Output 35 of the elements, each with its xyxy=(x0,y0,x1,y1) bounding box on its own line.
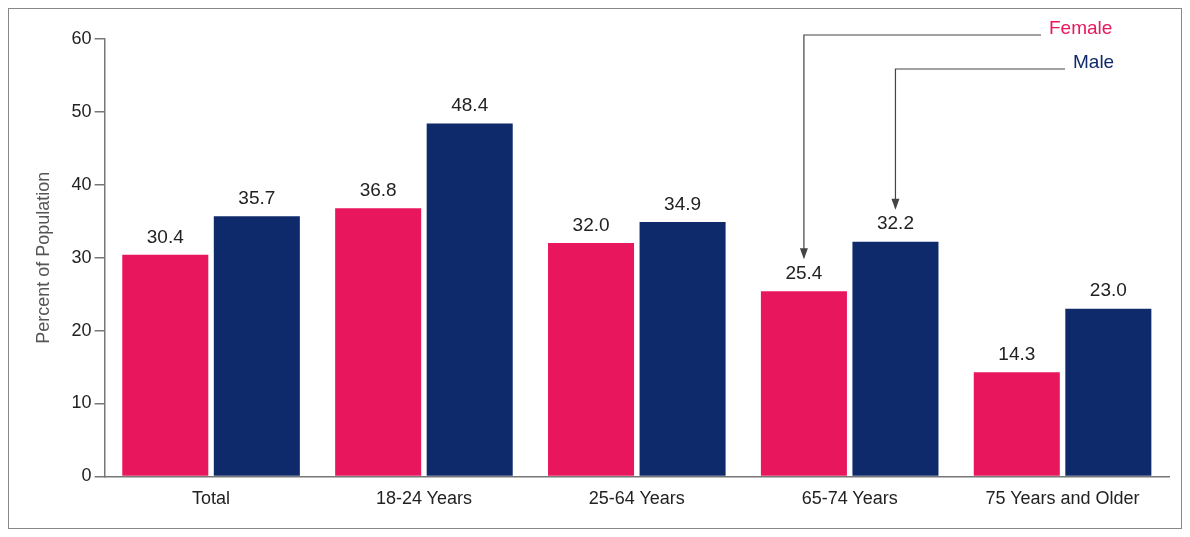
data-label: 23.0 xyxy=(1089,279,1127,301)
bar xyxy=(548,243,635,476)
bar xyxy=(639,221,726,476)
bar xyxy=(426,123,513,476)
data-label: 36.8 xyxy=(359,178,397,200)
data-label: 32.2 xyxy=(876,212,914,234)
y-tick-label: 20 xyxy=(71,319,92,340)
data-label: 48.4 xyxy=(451,94,489,116)
x-tick-label: Total xyxy=(192,488,231,509)
x-tick-label: 25-64 Years xyxy=(588,488,685,509)
data-label: 34.9 xyxy=(664,192,702,214)
y-axis-title: Percent of Population xyxy=(32,171,53,344)
data-label: 30.4 xyxy=(146,225,185,247)
data-label: 14.3 xyxy=(998,342,1036,364)
x-tick-label: 18-24 Years xyxy=(375,488,472,509)
bar xyxy=(973,372,1060,476)
data-label: 32.0 xyxy=(572,213,610,235)
bar xyxy=(760,291,847,476)
bar xyxy=(213,216,300,476)
bar xyxy=(122,254,209,476)
y-tick-label: 50 xyxy=(71,100,92,121)
x-tick-label: 75 Years and Older xyxy=(985,488,1140,509)
y-tick-label: 60 xyxy=(71,27,92,48)
bar xyxy=(1065,308,1152,476)
data-label: 35.7 xyxy=(238,186,276,208)
y-tick-label: 40 xyxy=(71,173,92,194)
y-tick-label: 0 xyxy=(81,465,92,486)
text: Female xyxy=(1049,17,1113,39)
y-tick-label: 10 xyxy=(71,392,92,413)
bar xyxy=(852,241,939,476)
y-tick-label: 30 xyxy=(71,246,92,267)
x-tick-label: 65-74 Years xyxy=(801,488,898,509)
bar xyxy=(335,208,422,476)
text: Male xyxy=(1073,51,1115,73)
data-label: 25.4 xyxy=(785,261,823,283)
